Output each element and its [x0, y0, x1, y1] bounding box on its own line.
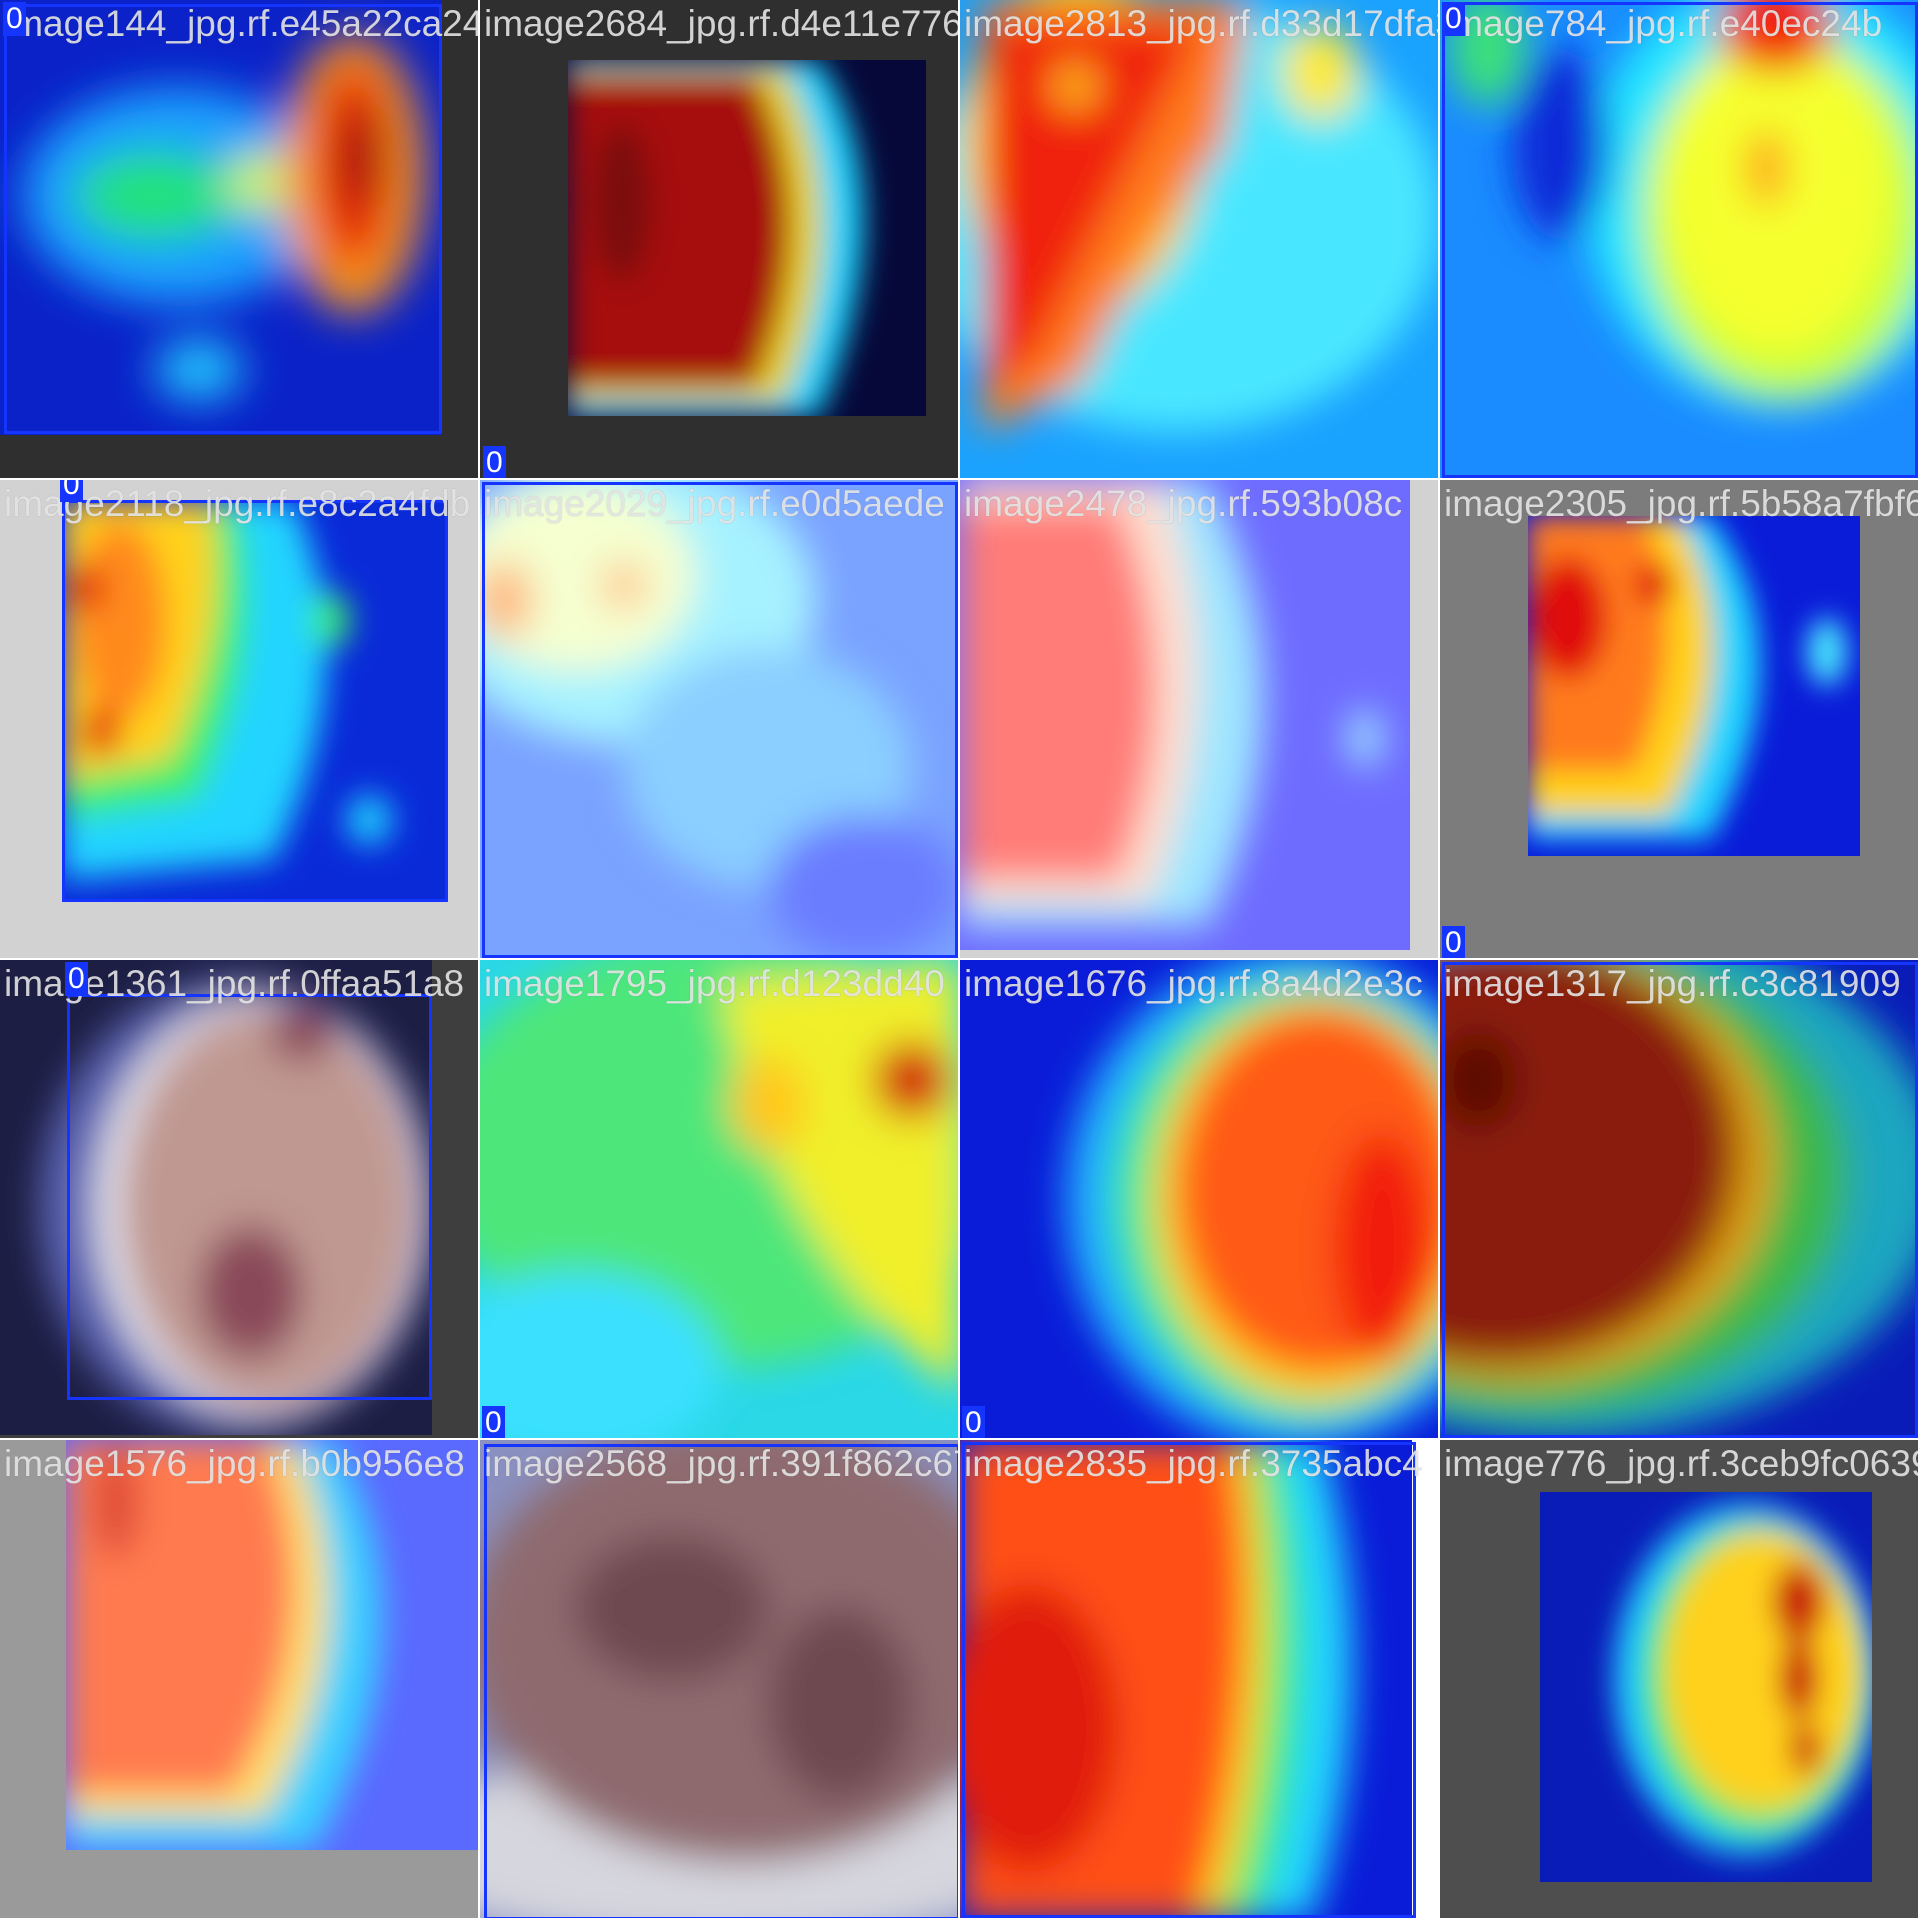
mosaic-tile: 0 image1795_jpg.rf.d123dd40 — [480, 960, 960, 1440]
heatmap-image — [480, 1440, 958, 1918]
heatmap-image — [480, 960, 958, 1438]
heatmap-image — [960, 0, 1438, 478]
heatmap-image — [62, 500, 446, 900]
mosaic-tile: 0 image1676_jpg.rf.8a4d2e3c — [960, 960, 1440, 1440]
bounding-box — [67, 994, 432, 1400]
mosaic-tile: 0 image2684_jpg.rf.d4e11e77655 — [480, 0, 960, 480]
heatmap-image — [0, 0, 442, 435]
mosaic-tile: 0 image2118_jpg.rf.e8c2a4fdb — [0, 480, 480, 960]
class-id-tag: 0 — [1442, 2, 1465, 36]
bounding-box — [62, 500, 448, 902]
mosaic-tile: image1317_jpg.rf.c3c81909 — [1440, 960, 1920, 1440]
bounding-box — [1442, 2, 1918, 478]
heatmap-image — [0, 960, 432, 1435]
class-id-tag: 0 — [1442, 926, 1465, 958]
heatmap-image — [1540, 1492, 1872, 1882]
class-id-tag: 0 — [60, 480, 83, 502]
mosaic-tile: 0 image1361_jpg.rf.0ffaa51a8 — [0, 960, 480, 1440]
heatmap-image — [568, 60, 926, 416]
heatmap-image — [1440, 960, 1918, 1438]
class-id-tag: 0 — [962, 1406, 985, 1438]
heatmap-image — [1440, 0, 1918, 478]
class-id-tag: 0 — [482, 1406, 505, 1438]
mosaic-tile: image776_jpg.rf.3ceb9fc0639 — [1440, 1440, 1920, 1920]
heatmap-image — [960, 480, 1410, 950]
bounding-box — [4, 4, 442, 434]
bounding-box — [482, 482, 958, 958]
heatmap-image — [480, 480, 958, 958]
mosaic-tile: 0 image784_jpg.rf.e40ec24b — [1440, 0, 1920, 480]
heatmap-image — [1528, 516, 1860, 856]
bounding-box — [962, 1442, 1416, 1918]
mosaic-tile: 0 image2305_jpg.rf.5b58a7fbf6 — [1440, 480, 1920, 960]
bounding-box — [484, 1444, 958, 1918]
heatmap-image — [960, 1440, 1412, 1918]
class-id-tag: 0 — [65, 962, 88, 996]
mosaic-tile: image2813_jpg.rf.d33d17dfa3 — [960, 0, 1440, 480]
class-id-tag: 0 — [3, 2, 26, 36]
mosaic-tile: 0 image144_jpg.rf.e45a22ca24 — [0, 0, 480, 480]
mosaic-tile: image2835_jpg.rf.3735abc4 — [960, 1440, 1440, 1920]
heatmap-image — [960, 960, 1438, 1438]
mosaic-tile: image2029_jpg.rf.e0d5aede — [480, 480, 960, 960]
mosaic-tile: image2568_jpg.rf.391f862c67 — [480, 1440, 960, 1920]
mosaic-tile: image1576_jpg.rf.b0b956e8 — [0, 1440, 480, 1920]
heatmap-image — [66, 1440, 478, 1850]
bounding-box — [1442, 962, 1918, 1438]
mosaic-tile: image2478_jpg.rf.593b08c — [960, 480, 1440, 960]
class-id-tag: 0 — [483, 446, 506, 478]
